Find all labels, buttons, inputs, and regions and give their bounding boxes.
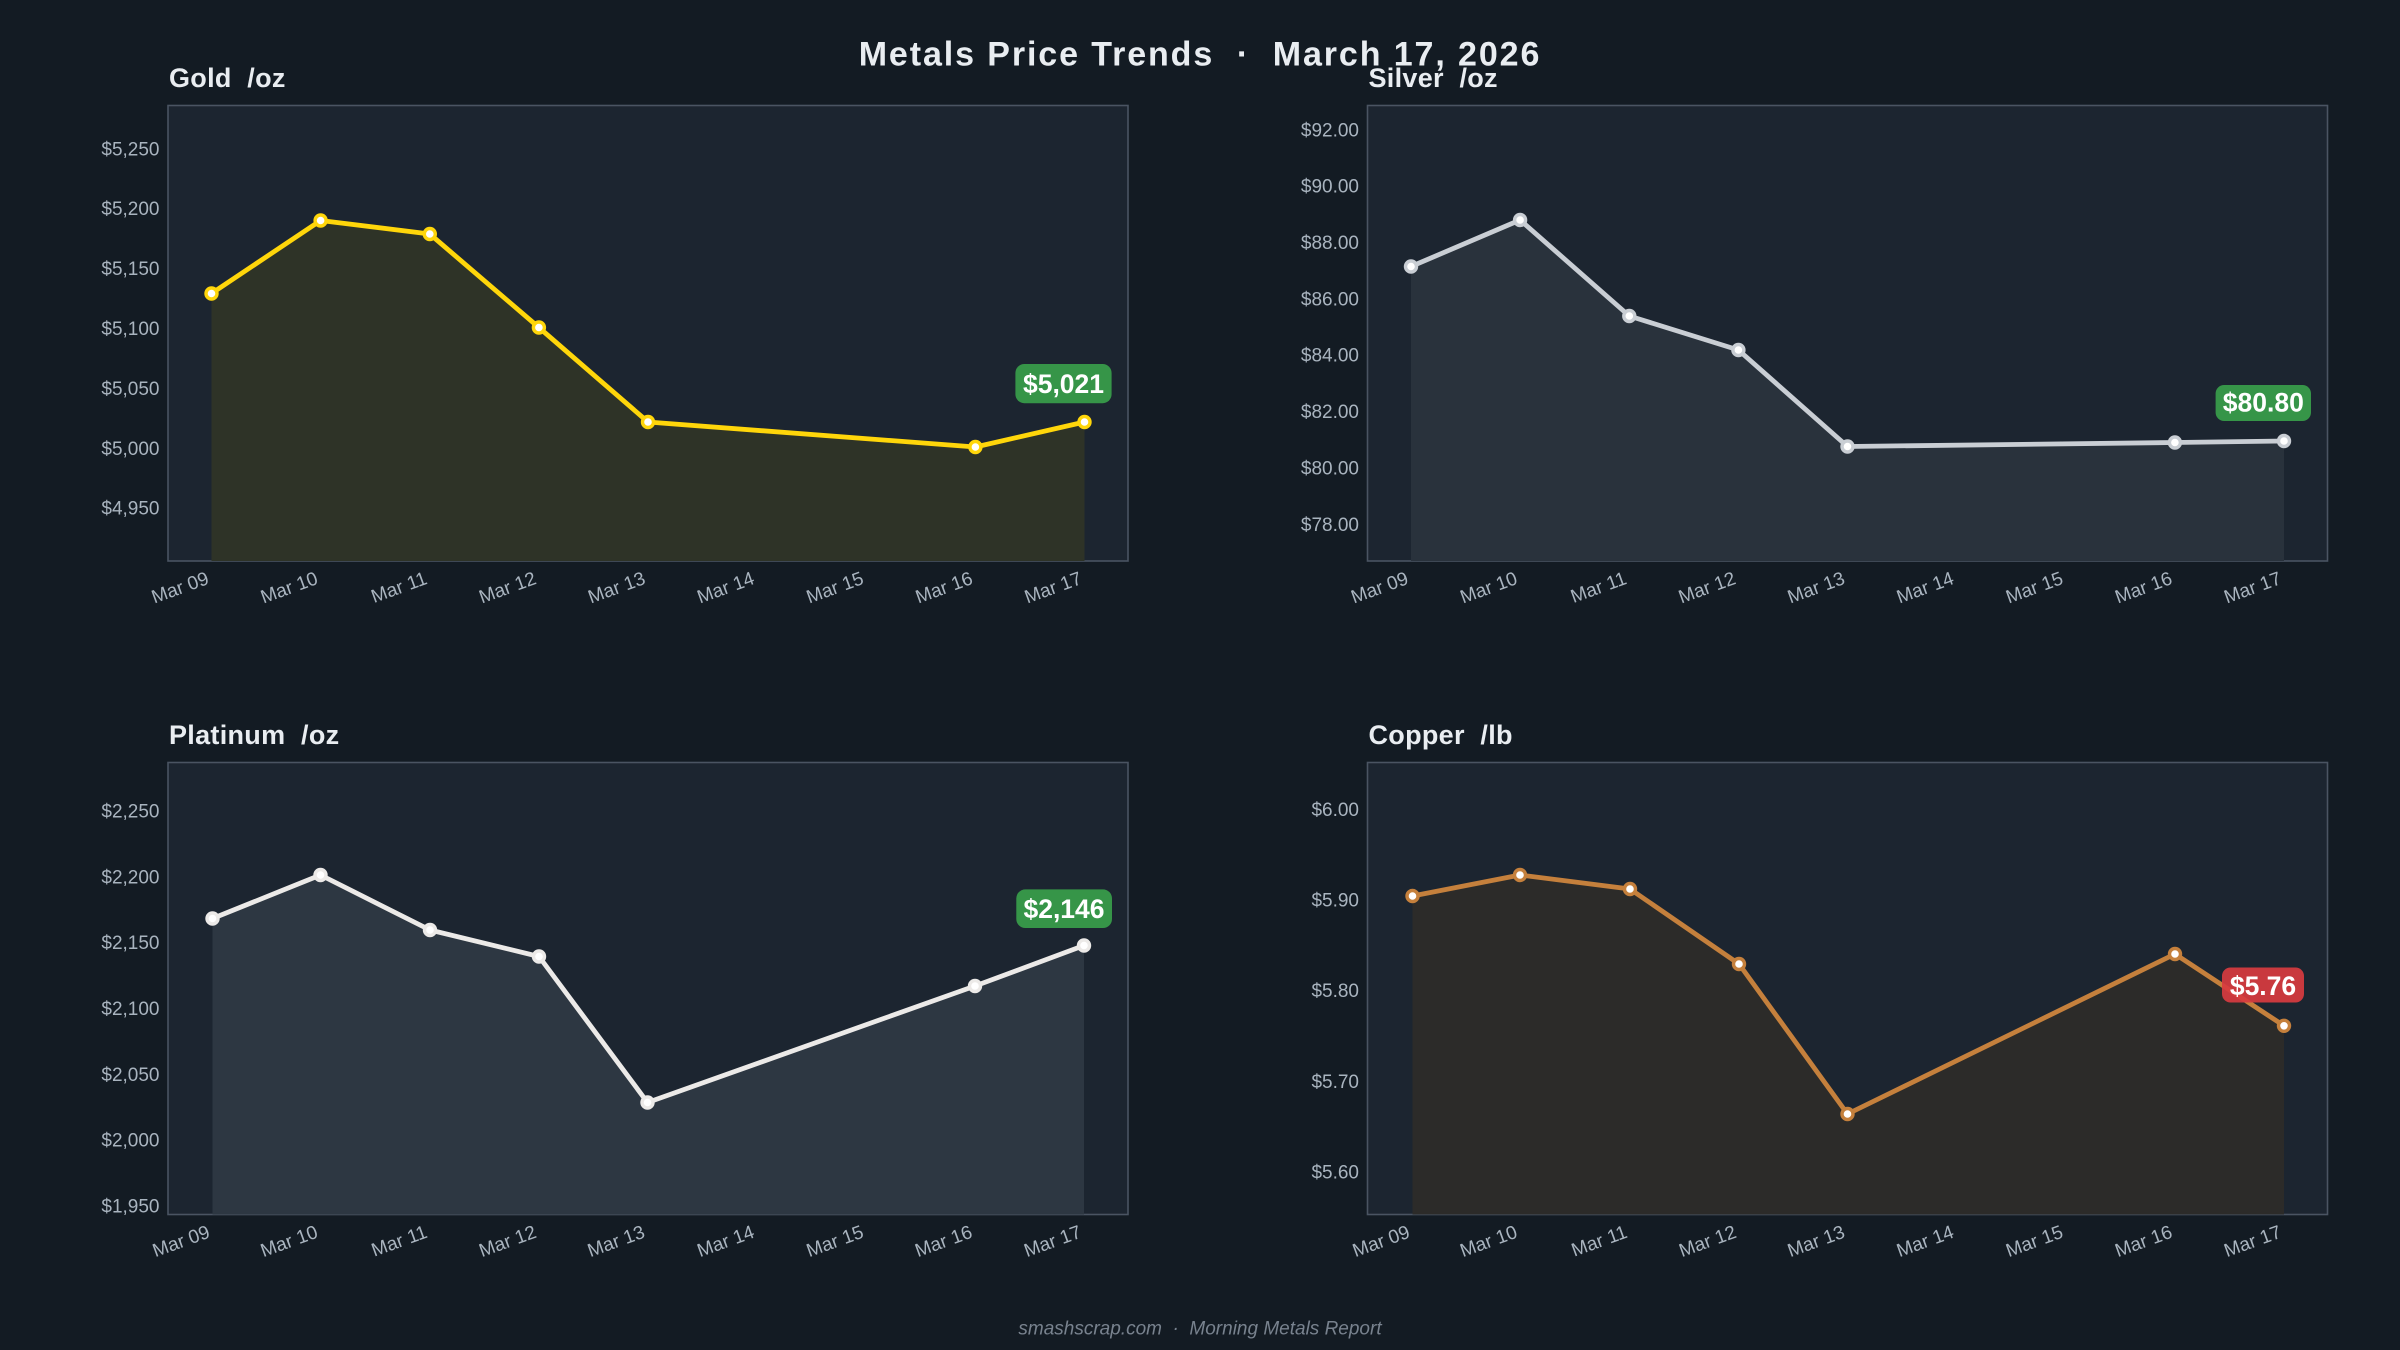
svg-text:$5.76: $5.76	[2230, 971, 2296, 1001]
svg-text:$84.00: $84.00	[1301, 346, 1359, 367]
svg-text:$80.00: $80.00	[1301, 458, 1359, 479]
svg-text:$2,050: $2,050	[101, 1065, 159, 1086]
svg-text:$80.80: $80.80	[2223, 388, 2304, 418]
svg-text:Copper /lb: Copper /lb	[1369, 720, 1513, 750]
svg-text:$88.00: $88.00	[1301, 233, 1359, 254]
svg-text:$5.90: $5.90	[1311, 891, 1359, 912]
svg-text:$5,000: $5,000	[101, 439, 159, 460]
svg-text:Silver /oz: Silver /oz	[1369, 63, 1498, 93]
svg-text:$5,250: $5,250	[101, 139, 159, 160]
svg-text:$5.70: $5.70	[1311, 1072, 1359, 1093]
svg-text:$5.80: $5.80	[1311, 981, 1359, 1002]
svg-text:Metals Price Trends · March: Metals Price Trends · March 17, 2026	[859, 36, 1542, 74]
svg-text:$90.00: $90.00	[1301, 177, 1359, 198]
svg-text:smashscrap.com · Morning Met: smashscrap.com · Morning Metals Report	[1018, 1319, 1382, 1340]
svg-text:$6.00: $6.00	[1311, 800, 1359, 821]
svg-text:$5,200: $5,200	[101, 199, 159, 220]
svg-text:$86.00: $86.00	[1301, 289, 1359, 310]
svg-text:$5.60: $5.60	[1311, 1163, 1359, 1184]
svg-text:Gold /oz: Gold /oz	[169, 63, 286, 93]
svg-text:$2,150: $2,150	[101, 933, 159, 954]
svg-text:$2,100: $2,100	[101, 999, 159, 1020]
svg-text:$1,950: $1,950	[101, 1197, 159, 1218]
svg-text:$82.00: $82.00	[1301, 402, 1359, 423]
svg-text:$78.00: $78.00	[1301, 515, 1359, 536]
svg-text:$5,050: $5,050	[101, 379, 159, 400]
svg-text:Platinum /oz: Platinum /oz	[169, 720, 339, 750]
svg-text:$5,100: $5,100	[101, 319, 159, 340]
svg-text:$92.00: $92.00	[1301, 120, 1359, 141]
svg-text:$4,950: $4,950	[101, 499, 159, 520]
svg-text:$5,150: $5,150	[101, 259, 159, 280]
svg-text:$2,146: $2,146	[1023, 894, 1104, 924]
svg-text:$2,250: $2,250	[101, 802, 159, 823]
svg-text:$2,000: $2,000	[101, 1131, 159, 1152]
svg-text:$5,021: $5,021	[1023, 369, 1104, 399]
svg-text:$2,200: $2,200	[101, 867, 159, 888]
